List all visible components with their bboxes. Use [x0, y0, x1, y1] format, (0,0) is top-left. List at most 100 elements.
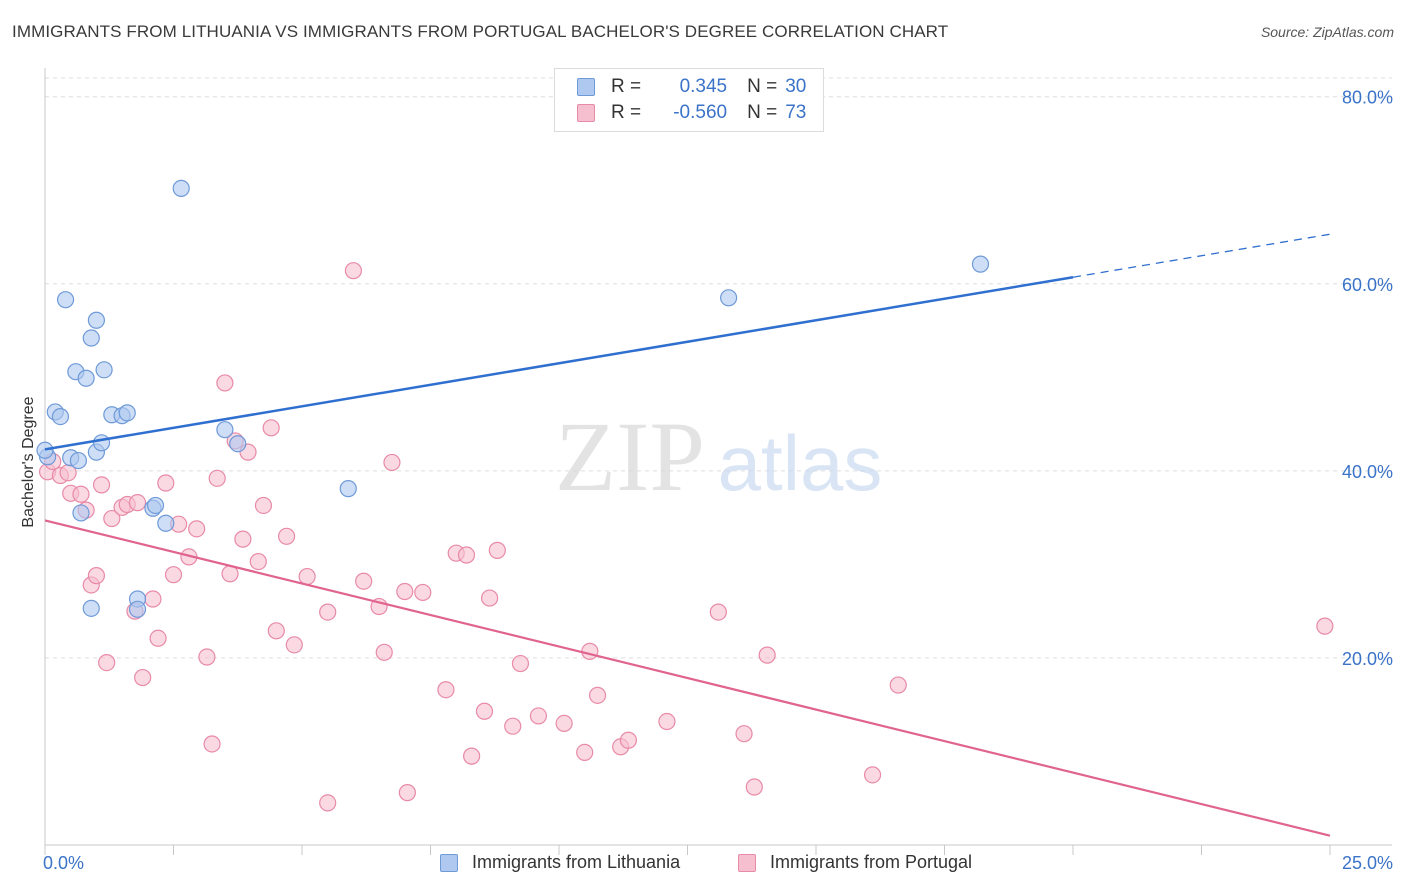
portugal-point: [319, 794, 337, 812]
lithuania-point: [56, 291, 75, 309]
lithuania-point: [339, 480, 357, 498]
lithuania-point: [216, 421, 234, 439]
portugal-point: [87, 567, 106, 585]
y-tick-label: 20.0%: [1342, 649, 1393, 669]
portugal-point: [745, 778, 763, 796]
lithuania-point: [95, 361, 113, 379]
watermark-atlas: atlas: [718, 419, 883, 507]
portugal-point: [355, 572, 373, 590]
portugal-point: [164, 566, 183, 584]
portugal-point: [504, 717, 522, 735]
n-value: 73: [785, 102, 807, 123]
lithuania-point: [87, 311, 106, 329]
portugal-point: [262, 419, 280, 437]
portugal-point: [134, 668, 152, 687]
lithuania-point: [36, 441, 54, 459]
lithuania-point: [971, 255, 990, 273]
portugal-point: [529, 707, 548, 725]
legend-row-portugal: R = -0.560 N = 73: [577, 101, 806, 125]
lithuania-point: [77, 369, 95, 387]
portugal-point: [889, 676, 907, 694]
lithuania-point: [720, 289, 738, 307]
lithuania-point: [82, 329, 100, 347]
y-tick-label: 40.0%: [1342, 462, 1393, 482]
portugal-point: [98, 654, 116, 672]
portugal-point: [277, 527, 296, 545]
lithuania-point: [146, 496, 165, 515]
portugal-point: [396, 582, 414, 601]
portugal-point: [463, 747, 481, 765]
legend-item-lithuania: Immigrants from Lithuania: [440, 852, 680, 873]
portugal-point: [709, 603, 727, 621]
portugal-point: [414, 583, 432, 602]
portugal-point: [475, 702, 494, 720]
r-value: -0.560: [673, 102, 728, 123]
portugal-point: [581, 642, 599, 660]
lithuania-point: [51, 408, 70, 426]
lithuania-point: [92, 434, 111, 452]
portugal-point: [72, 485, 90, 503]
portugal-point: [198, 648, 216, 666]
portugal-point: [203, 735, 221, 753]
portugal-point: [208, 469, 226, 487]
portugal-point: [457, 546, 476, 564]
portugal-point: [511, 654, 530, 673]
portugal-point: [375, 643, 393, 661]
legend-label: Immigrants from Lithuania: [472, 852, 681, 872]
lithuania-point: [118, 404, 136, 422]
portugal-point: [285, 636, 303, 654]
portugal-point: [588, 686, 607, 704]
legend-row-lithuania: R = 0.345 N = 30: [577, 75, 806, 99]
portugal-point: [157, 474, 175, 492]
portugal-point: [555, 714, 573, 733]
lithuania-trend-line: [44, 276, 1074, 451]
portugal-point: [735, 725, 753, 743]
portugal-point: [267, 622, 285, 640]
portugal-point: [619, 731, 637, 749]
portugal-point: [758, 646, 776, 664]
portugal-point: [481, 589, 499, 607]
portugal-point: [188, 520, 206, 538]
y-tick-label: 80.0%: [1342, 88, 1393, 108]
x-tick-label: 25.0%: [1342, 853, 1393, 873]
x-tick-label: 0.0%: [43, 853, 84, 873]
legend-item-portugal: Immigrants from Portugal: [738, 852, 972, 873]
lithuania-point: [157, 514, 175, 532]
lithuania-swatch: [577, 78, 595, 96]
portugal-point: [383, 453, 401, 472]
portugal-point: [437, 681, 455, 699]
portugal-point: [234, 530, 252, 548]
lithuania-point: [69, 451, 88, 470]
portugal-point: [398, 784, 416, 802]
lithuania-swatch: [440, 853, 458, 872]
portugal-point: [216, 374, 234, 392]
lithuania-point: [128, 600, 147, 618]
portugal-point: [144, 590, 162, 608]
portugal-point: [576, 743, 594, 761]
portugal-trend-line: [44, 519, 1331, 837]
watermark-zip: ZIP: [555, 401, 705, 512]
portugal-point: [128, 494, 147, 512]
portugal-point: [488, 541, 506, 559]
portugal-swatch: [577, 104, 595, 122]
n-value: 30: [785, 76, 807, 97]
portugal-point: [249, 552, 267, 571]
chart-title: IMMIGRANTS FROM LITHUANIA VS IMMIGRANTS …: [12, 22, 949, 41]
portugal-point: [658, 712, 676, 731]
stats-legend: R = 0.345 N = 30 R = -0.560 N = 73: [554, 68, 824, 132]
lithuania-point: [229, 435, 247, 453]
legend-label: Immigrants from Portugal: [770, 852, 973, 872]
r-label: R =: [611, 102, 642, 123]
portugal-point: [103, 509, 121, 528]
y-axis-label: Bachelor's Degree: [20, 396, 37, 527]
n-label: N =: [747, 102, 778, 123]
portugal-point: [1316, 617, 1334, 635]
lithuania-point: [172, 179, 190, 197]
portugal-point: [863, 766, 882, 784]
portugal-point: [254, 496, 273, 515]
portugal-point: [344, 262, 362, 280]
lithuania-point: [72, 504, 90, 522]
portugal-swatch: [738, 853, 756, 872]
n-label: N =: [747, 76, 778, 97]
